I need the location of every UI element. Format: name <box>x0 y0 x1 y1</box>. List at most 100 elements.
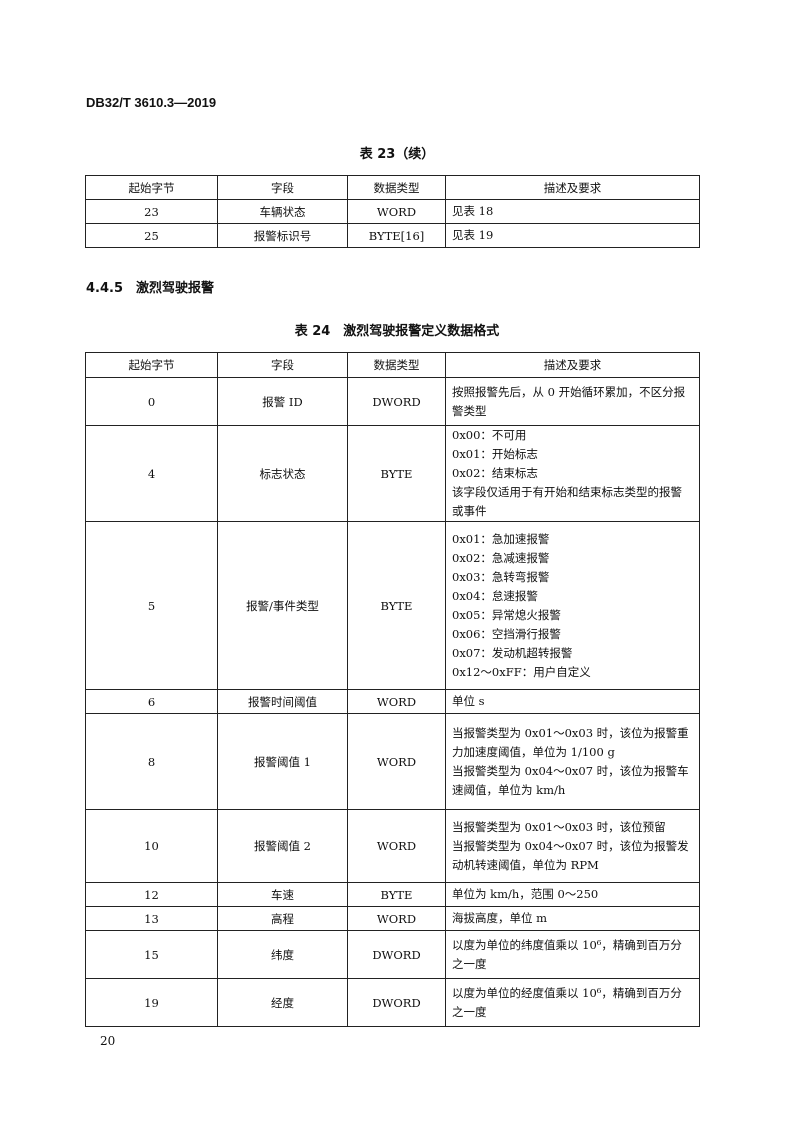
cell-field: 标志状态 <box>217 425 348 522</box>
table-row: 15 纬度 DWORD 以度为单位的纬度值乘以 10⁶，精确到百万分之一度 <box>85 930 700 979</box>
description-line: 当报警类型为 0x01～0x03 时，该位为报警重力加速度阈值，单位为 1/10… <box>452 725 689 759</box>
cell-description: 海拔高度，单位 m <box>445 906 700 931</box>
cell-field: 报警阈值 2 <box>217 809 348 883</box>
column-header: 起始字节 <box>85 175 218 200</box>
cell-type: DWORD <box>347 377 446 426</box>
cell-field: 报警标识号 <box>217 223 348 248</box>
cell-description: 当报警类型为 0x01～0x03 时，该位预留当报警类型为 0x04～0x07 … <box>445 809 700 883</box>
description-line: 单位为 km/h，范围 0～250 <box>452 887 599 901</box>
cell-offset: 0 <box>85 377 218 426</box>
description-line: 0x12～0xFF：用户自定义 <box>452 664 591 679</box>
column-header: 描述及要求 <box>445 352 700 378</box>
description-line: 当报警类型为 0x04～0x07 时，该位为报警发动机转速阈值，单位为 RPM <box>452 838 689 872</box>
cell-offset: 15 <box>85 930 218 979</box>
table-header-row: 起始字节 字段 数据类型 描述及要求 <box>85 175 700 200</box>
page-number: 20 <box>100 1034 116 1048</box>
table-row: 10 报警阈值 2 WORD 当报警类型为 0x01～0x03 时，该位预留 当报警类型… <box>85 809 700 883</box>
cell-offset: 8 <box>85 713 218 810</box>
cell-offset: 10 <box>85 809 218 883</box>
table-row: 8 报警阈值 1 WORD 当报警类型为 0x01～0x03 时，该位为报警重力加速度… <box>85 713 700 810</box>
cell-field: 车速 <box>217 882 348 907</box>
cell-description: 0x00：不可用 0x01：开始标志 0x02：结束标志该字段仅适用于有开始和结束标… <box>445 425 700 522</box>
cell-description: 以度为单位的纬度值乘以 10⁶，精确到百万分之一度 <box>445 930 700 979</box>
cell-type: WORD <box>347 713 446 810</box>
column-header: 起始字节 <box>85 352 218 378</box>
cell-type: WORD <box>347 809 446 883</box>
cell-field: 高程 <box>217 906 348 931</box>
cell-description: 以度为单位的经度值乘以 10⁶，精确到百万分之一度 <box>445 978 700 1027</box>
cell-type: WORD <box>347 906 446 931</box>
cell-type: BYTE <box>347 882 446 907</box>
cell-type: BYTE[16] <box>347 223 446 248</box>
table-row: 6 报警时间阈值 WORD 单位 s <box>85 689 700 714</box>
cell-type: BYTE <box>347 521 446 690</box>
standard-number: DB32/T 3610.3—2019 <box>86 95 217 110</box>
description-line: 当报警类型为 0x04～0x07 时，该位为报警车速阈值，单位为 km/h <box>452 763 689 797</box>
table-row: 19 经度 DWORD 以度为单位的经度值乘以 10⁶，精确到百万分之一度 <box>85 978 700 1027</box>
description-line: 0x03：急转弯报警 <box>452 569 550 584</box>
description-line: 0x01：急加速报警 <box>452 531 550 546</box>
description-line: 海拔高度，单位 m <box>452 911 548 925</box>
table-row: 12 车速 BYTE 单位为 km/h，范围 0～250 <box>85 882 700 907</box>
cell-type: BYTE <box>347 425 446 522</box>
table-header-row: 起始字节 字段 数据类型 描述及要求 <box>85 352 700 378</box>
cell-description: 当报警类型为 0x01～0x03 时，该位为报警重力加速度阈值，单位为 1/10… <box>445 713 700 810</box>
cell-offset: 25 <box>85 223 218 248</box>
cell-offset: 23 <box>85 199 218 224</box>
table-23: 起始字节 字段 数据类型 描述及要求 23 车辆状态 WORD 见表 18 25 报警标识… <box>85 175 700 248</box>
cell-offset: 13 <box>85 906 218 931</box>
description-line: 单位 s <box>452 694 485 708</box>
cell-type: DWORD <box>347 978 446 1027</box>
description-line: 0x06：空挡滑行报警 <box>452 626 561 641</box>
table-row: 0 报警 ID DWORD 按照报警先后，从 0 开始循环累加，不区分报警类型 <box>85 377 700 426</box>
cell-description: 见表 18 <box>445 199 700 224</box>
description-line: 该字段仅适用于有开始和结束标志类型的报警或事件 <box>452 485 682 518</box>
table-row: 4 标志状态 BYTE 0x00：不可用 0x01：开始标志 0x02：结束标志该字段仅适… <box>85 425 700 522</box>
cell-offset: 12 <box>85 882 218 907</box>
cell-offset: 5 <box>85 521 218 690</box>
description-line: 0x02：急减速报警 <box>452 550 550 565</box>
cell-type: WORD <box>347 689 446 714</box>
description-line: 见表 19 <box>452 228 494 242</box>
cell-description: 单位 s <box>445 689 700 714</box>
section-heading: 4.4.5 激烈驾驶报警 <box>86 281 215 296</box>
column-header: 描述及要求 <box>445 175 700 200</box>
description-line: 以度为单位的纬度值乘以 10⁶，精确到百万分之一度 <box>452 937 682 971</box>
description-line: 0x02：结束标志 <box>452 466 538 480</box>
cell-description: 见表 19 <box>445 223 700 248</box>
cell-offset: 19 <box>85 978 218 1027</box>
table-23-caption: 表 23（续） <box>359 147 435 162</box>
cell-type: DWORD <box>347 930 446 979</box>
table-row: 25 报警标识号 BYTE[16] 见表 19 <box>85 223 700 248</box>
cell-field: 纬度 <box>217 930 348 979</box>
description-line: 0x00：不可用 <box>452 428 527 442</box>
cell-offset: 6 <box>85 689 218 714</box>
cell-field: 经度 <box>217 978 348 1027</box>
cell-field: 车辆状态 <box>217 199 348 224</box>
cell-field: 报警 ID <box>217 377 348 426</box>
table-row: 23 车辆状态 WORD 见表 18 <box>85 199 700 224</box>
cell-field: 报警阈值 1 <box>217 713 348 810</box>
table-row: 5 报警/事件类型 BYTE 0x01：急加速报警 0x02：急减速报警 0x03：急转弯… <box>85 521 700 690</box>
cell-field: 报警/事件类型 <box>217 521 348 690</box>
cell-description: 按照报警先后，从 0 开始循环累加，不区分报警类型 <box>445 377 700 426</box>
column-header: 字段 <box>217 175 348 200</box>
column-header: 数据类型 <box>347 352 446 378</box>
column-header: 字段 <box>217 352 348 378</box>
cell-description: 单位为 km/h，范围 0～250 <box>445 882 700 907</box>
cell-description: 0x01：急加速报警 0x02：急减速报警 0x03：急转弯报警 0x04：怠速报警 0… <box>445 521 700 690</box>
table-24: 起始字节 字段 数据类型 描述及要求 0 报警 ID DWORD 按照报警先后，从 0… <box>85 352 700 1027</box>
column-header: 数据类型 <box>347 175 446 200</box>
cell-offset: 4 <box>85 425 218 522</box>
description-line: 见表 18 <box>452 204 494 218</box>
description-line: 0x07：发动机超转报警 <box>452 645 573 660</box>
description-line: 0x05：异常熄火报警 <box>452 607 561 622</box>
table-row: 13 高程 WORD 海拔高度，单位 m <box>85 906 700 931</box>
description-line: 0x01：开始标志 <box>452 447 538 461</box>
cell-field: 报警时间阈值 <box>217 689 348 714</box>
description-line: 以度为单位的经度值乘以 10⁶，精确到百万分之一度 <box>452 985 682 1019</box>
table-24-caption: 表 24 激烈驾驶报警定义数据格式 <box>294 324 500 339</box>
description-line: 当报警类型为 0x01～0x03 时，该位预留 <box>452 819 666 834</box>
description-line: 0x04：怠速报警 <box>452 588 538 603</box>
